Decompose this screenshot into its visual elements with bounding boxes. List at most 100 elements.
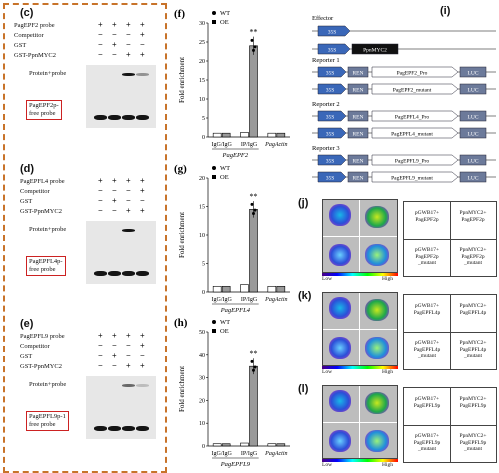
free-probe-band [108,115,121,120]
bar [276,443,286,447]
luminescence-spot [329,337,351,359]
emsa-row-label: GST [20,353,33,360]
luc-box-label: LUC [468,71,479,77]
promoter-construct [371,154,459,166]
bar [212,132,222,138]
legend-marker-square [212,329,216,333]
leaf-image [322,385,398,459]
panel-label-l: (l) [298,383,309,395]
emsa-row-label: GST [14,42,27,49]
emsa-sign: + [140,341,145,350]
data-point [253,208,257,212]
promoter-construct [371,83,459,95]
y-tick-label: 30 [199,21,205,27]
x-axis-label: PagEPF2 [222,152,249,159]
emsa-row-label: PagEPFL4 probe [20,178,65,185]
emsa-sign: + [98,20,103,29]
legend-marker [212,320,216,324]
bar [267,285,277,293]
legend-label: OE [220,19,229,26]
emsa-sign: + [140,186,145,195]
ren-box [347,110,369,122]
x-tick-label: IgG/IgG [211,297,232,303]
promoter-35s [317,43,351,55]
luminescence-spot [365,244,389,266]
panel-label-d: (d) [20,163,35,175]
grid-cell-label: PpnMYC2+ PagEPFL4p _mutant [459,340,487,359]
y-tick-label: 25 [199,40,205,46]
label-grid: pGWB17+ PagEPFL4p PpnMYC2+ PagEPFL4p pGWB1… [403,294,497,370]
label-grid: pGWB17+ PagEPFL9p PpnMYC2+ PagEPFL9p pGWB1… [403,387,497,463]
ren-box-label: REN [353,71,364,77]
data-point [253,365,257,369]
emsa-sign: + [112,20,117,29]
emsa-sign: + [112,196,117,205]
emsa-gel [86,221,156,284]
promoter-35s [317,127,347,139]
x-tick-label: PagActin [264,297,287,303]
y-tick-label: 30 [199,376,205,382]
y-tick-label: 5 [202,262,205,268]
luc-box [459,154,487,166]
ren-box [347,66,369,78]
emsa-row-label: GST-PpnMYC2 [20,363,63,370]
luc-box [459,127,487,139]
x-tick-label: IgG/IgG [211,451,232,457]
bar [249,45,258,138]
luc-box-label: LUC [468,132,479,138]
emsa-sign: − [98,361,103,370]
chip-charts: (f) Fold enrichment 0 5 10 15 20 25 30 WT OE IgG/Ig… [174,8,290,468]
ren-box-label: REN [353,115,364,121]
shifted-band [136,384,149,387]
promoter-35s [317,154,347,166]
free-probe-band [108,426,121,431]
promoter-construct [371,66,459,78]
free-probe-band [136,426,149,431]
y-tick-label: 10 [199,233,205,239]
emsa-sign: − [112,186,117,195]
x-axis-label: PagEPFL4 [220,307,251,314]
luminescence-spot [365,430,389,452]
emsa-sign: + [126,20,131,29]
legend-label: OE [220,174,229,181]
grid-divider-h [404,332,496,333]
luminescence-spot [329,204,351,226]
grid-cell-label: pGWB17+ PagEPFL9p [413,396,441,409]
bar [221,132,231,138]
y-tick-label: 50 [199,330,205,336]
x-tick-label: PagActin [264,142,287,148]
emsa-sign: − [126,351,131,360]
protein-probe-label: Protein+probe [29,226,67,233]
free-probe-band [108,271,121,276]
y-tick-label: 10 [199,97,205,103]
scale-high-label: High [382,369,393,375]
emsa-row-label: GST-PpnMYC2 [20,208,63,215]
ppnmyc2-box [351,43,399,55]
x-tick-label: IgG/IgG [211,142,232,148]
emsa-sign: + [126,206,131,215]
bar [240,132,249,138]
ren-box [347,171,369,183]
panel-label-c: (c) [20,7,34,19]
promoter-35s [317,66,347,78]
luc-box [459,83,487,95]
emsa-sign: + [140,30,145,39]
promoter-35s [317,25,351,37]
x-axis-label: PagEPFL9 [220,461,251,468]
bar [221,443,231,447]
chart-label: (f) [174,8,185,20]
free-probe-band [136,271,149,276]
ren-box-label: REN [353,88,364,94]
promoter-35s [317,171,347,183]
promoter-35s-label: 35S [328,30,337,36]
luc-box [459,110,487,122]
emsa-sign: + [126,50,131,59]
luc-box-label: LUC [468,159,479,165]
protein-probe-label: Protein+probe [29,70,67,77]
y-tick-label: 20 [199,59,205,65]
significance-label: ** [250,192,258,201]
promoter-construct [371,110,459,122]
ren-box [347,127,369,139]
data-point [253,45,257,49]
emsa-sign: − [126,186,131,195]
